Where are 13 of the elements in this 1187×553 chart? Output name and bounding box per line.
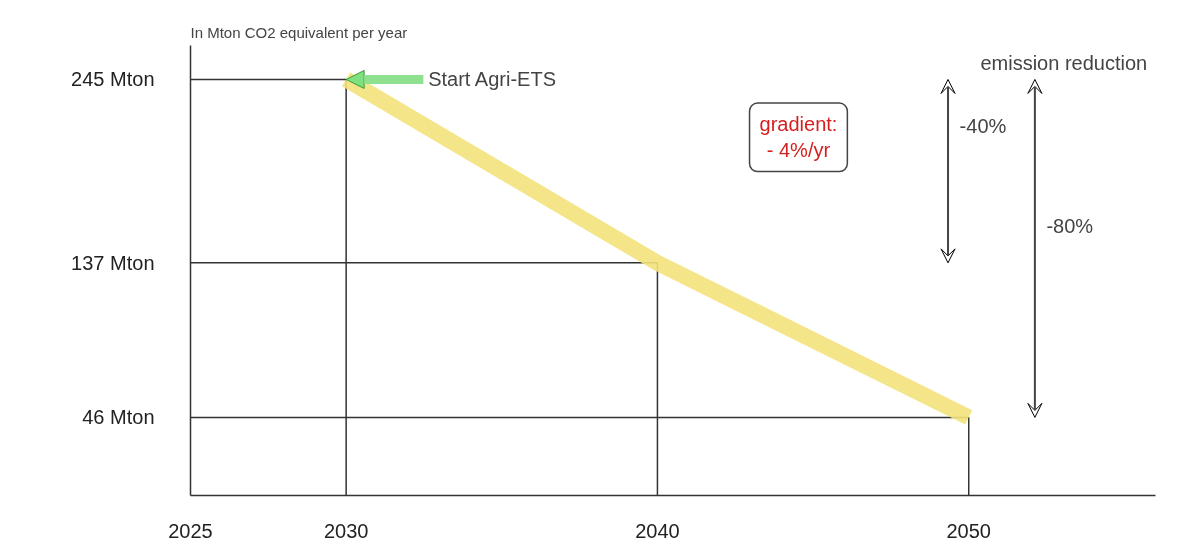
annotation: -80% bbox=[1046, 215, 1094, 238]
annotation: emission reduction bbox=[980, 52, 1148, 75]
y-tick-label: 245 Mton bbox=[71, 68, 155, 91]
x-tick-label: 2050 bbox=[946, 519, 991, 542]
annotation: Start Agri-ETS bbox=[428, 68, 556, 91]
x-tick-label: 2030 bbox=[323, 519, 369, 542]
x-tick-label: 2025 bbox=[168, 519, 213, 542]
x-tick-label: 2040 bbox=[635, 519, 680, 542]
annotation: gradient: - 4%/yr bbox=[759, 113, 838, 162]
y-tick-label: 137 Mton bbox=[71, 251, 155, 274]
y-axis-title: In Mton CO2 equivalent per year bbox=[190, 23, 408, 41]
annotation: -40% bbox=[959, 115, 1007, 138]
y-tick-label: 46 Mton bbox=[82, 406, 155, 429]
